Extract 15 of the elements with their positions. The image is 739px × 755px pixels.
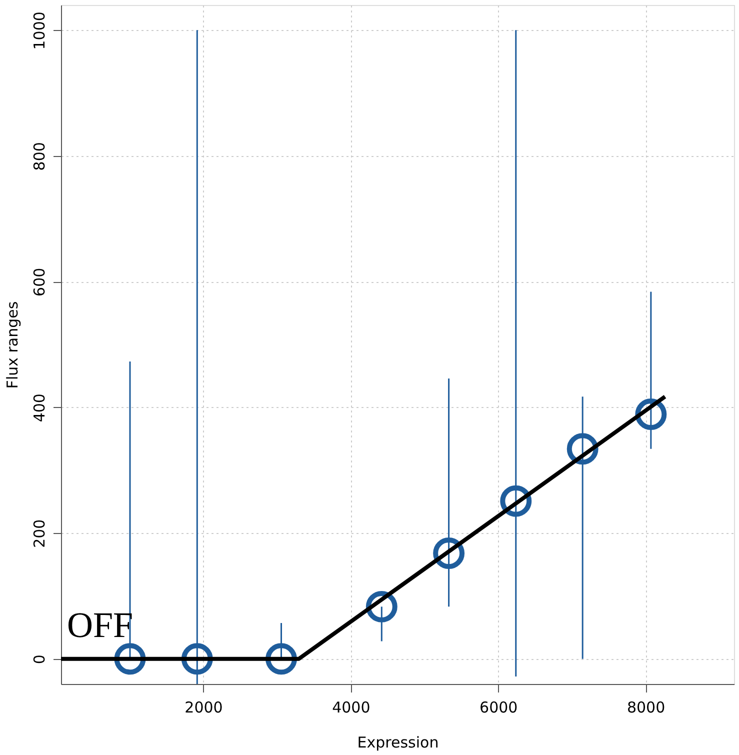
y-axis-title: Flux ranges [4,301,22,389]
y-tick-label: 0 [30,654,48,664]
x-tick-label: 8000 [626,698,666,716]
y-tick-label: 600 [30,268,48,296]
x-tick-label: 2000 [184,698,223,716]
point [566,433,598,465]
y-tick-label: 1000 [30,12,48,50]
x-tick-label: 4000 [332,698,370,716]
x-tick-label: 6000 [480,698,518,716]
point [433,538,465,569]
x-axis-title: Expression [357,734,439,752]
y-tick-label: 400 [30,394,48,422]
point [500,485,532,517]
y-tick-label: 200 [30,519,48,548]
y-tick-label: 800 [30,142,48,171]
